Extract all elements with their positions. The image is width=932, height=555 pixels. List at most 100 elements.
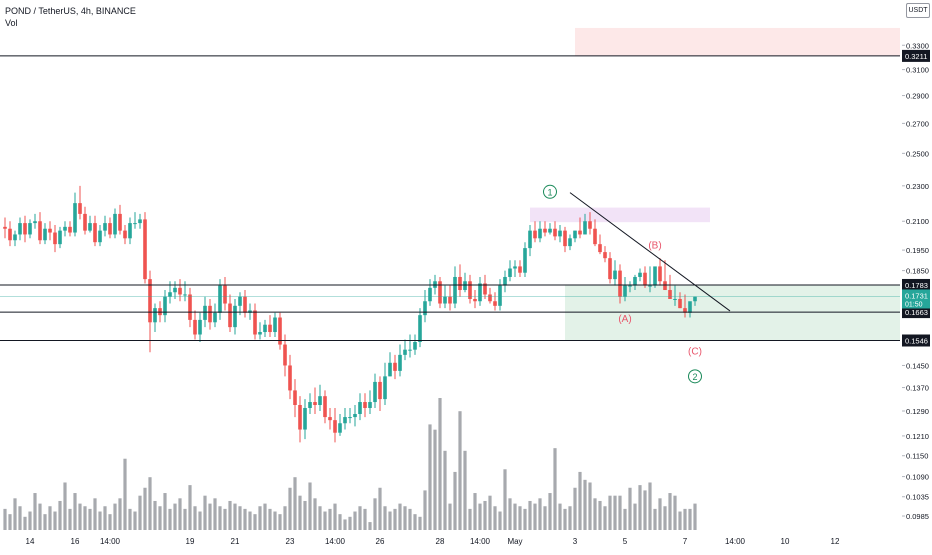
volume-bar	[73, 493, 77, 530]
volume-bar	[608, 495, 612, 530]
volume-bar	[103, 506, 107, 530]
candle	[383, 376, 387, 400]
trendline	[569, 192, 731, 312]
volume-bar	[373, 498, 377, 530]
x-tick-label: 14:00	[325, 537, 346, 546]
volume-bar	[293, 477, 297, 530]
zone-range	[530, 207, 710, 223]
volume-bar	[598, 500, 602, 530]
candle	[473, 298, 477, 302]
candle	[388, 362, 392, 377]
candle	[198, 319, 202, 335]
y-tick-label: 0.2300	[906, 182, 929, 191]
volume-bar	[503, 469, 507, 530]
volume-bar	[403, 506, 407, 530]
candle	[108, 223, 112, 235]
volume-bar	[328, 508, 332, 530]
candle	[358, 402, 362, 415]
candle	[508, 268, 512, 277]
x-tick-label: 26	[376, 537, 385, 546]
volume-bar	[513, 503, 517, 530]
candle	[73, 203, 77, 233]
volume-bar	[658, 498, 662, 530]
volume-bar	[668, 493, 672, 530]
candle	[543, 228, 547, 233]
candle	[463, 281, 467, 291]
candle	[363, 402, 367, 408]
candle	[583, 221, 587, 235]
candle	[203, 305, 207, 320]
volume-bar	[58, 500, 62, 530]
candle	[678, 298, 682, 309]
volume-bar	[273, 511, 277, 530]
volume-bar	[23, 516, 27, 530]
wave-label: (C)	[688, 346, 702, 357]
currency-button[interactable]: USDT	[906, 3, 930, 18]
y-tick-label: 0.1290	[906, 407, 929, 416]
candle	[268, 324, 272, 333]
candle	[608, 258, 612, 280]
volume-bar	[533, 503, 537, 530]
y-tick-label: 0.2700	[906, 119, 929, 128]
volume-bar	[478, 503, 482, 530]
candle	[523, 248, 527, 273]
level-price-label: 0.3211	[905, 52, 927, 61]
candle	[128, 223, 132, 239]
x-tick-label: 19	[186, 537, 195, 546]
volume-bar	[78, 503, 82, 530]
volume-bar	[528, 500, 532, 530]
volume-bar	[493, 506, 497, 530]
candle	[563, 230, 567, 247]
candle	[393, 362, 397, 371]
volume-bar	[538, 498, 542, 530]
volume-bar	[433, 429, 437, 530]
candle	[18, 223, 22, 235]
volume-bar	[378, 487, 382, 530]
volume-bar	[508, 498, 512, 530]
volume-bar	[318, 506, 322, 530]
candle	[43, 228, 47, 241]
volume-bar	[648, 482, 652, 530]
symbol-title[interactable]: POND / TetherUS, 4h, BINANCE	[5, 6, 136, 16]
candle	[123, 230, 127, 239]
level-price-label: 0.1546	[905, 336, 928, 345]
candle	[28, 223, 32, 235]
volume-bar	[173, 503, 177, 530]
volume-bar	[638, 485, 642, 530]
volume-bar	[223, 508, 227, 530]
candle	[573, 230, 577, 239]
volume-bar	[283, 506, 287, 530]
volume-bar	[683, 508, 687, 530]
volume-bar	[193, 506, 197, 530]
y-tick-label: 0.2900	[906, 92, 929, 101]
candle	[453, 276, 457, 304]
volume-bar	[163, 493, 167, 530]
volume-bar	[198, 511, 202, 530]
volume-bar	[303, 500, 307, 530]
candle	[63, 226, 67, 231]
volume-bar	[563, 508, 567, 530]
volume-bar	[418, 516, 422, 530]
y-tick-label: 0.1450	[906, 361, 929, 370]
x-tick-label: May	[507, 537, 522, 546]
wave-label: 2	[692, 372, 697, 382]
level-price-tag	[902, 334, 930, 347]
volume-bar	[43, 514, 47, 530]
volume-bar	[628, 487, 632, 530]
volume-label[interactable]: Vol	[5, 18, 18, 28]
candle	[668, 290, 672, 299]
volume-bar	[643, 490, 647, 530]
x-tick-label: 23	[286, 537, 295, 546]
time-axis: 14 16 14:00 19 21 23 14:00 26 28 14:00 May 3 5 7 14:00…	[26, 537, 840, 546]
volume-bar	[618, 495, 622, 530]
volume-bar	[253, 514, 257, 530]
candle	[513, 266, 517, 269]
current-price-label: 0.1731	[905, 291, 928, 300]
candle	[643, 272, 647, 286]
candle	[448, 296, 452, 304]
candle	[348, 417, 352, 419]
y-tick-label: 0.1035	[906, 493, 929, 502]
candle	[98, 230, 102, 243]
